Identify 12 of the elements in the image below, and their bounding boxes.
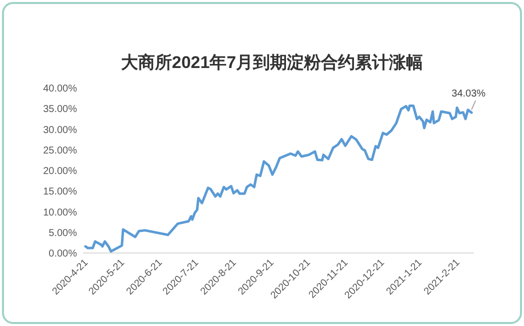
y-tick-label: 30.00% [43,124,78,136]
y-tick-label: 15.00% [43,186,78,198]
annotation: 34.03% [452,88,486,100]
y-tick-label: 0.00% [48,248,78,260]
line-series [84,104,473,253]
chart-title: 大商所2021年7月到期淀粉合约累计涨幅 [120,53,424,72]
y-tick-label: 20.00% [43,166,78,177]
y-tick-label: 5.00% [48,228,78,239]
y-tick-label: 10.00% [43,207,78,218]
y-tick-label: 35.00% [43,104,78,116]
y-tick-label: 40.00% [43,84,78,94]
y-tick-label: 25.00% [43,145,78,156]
